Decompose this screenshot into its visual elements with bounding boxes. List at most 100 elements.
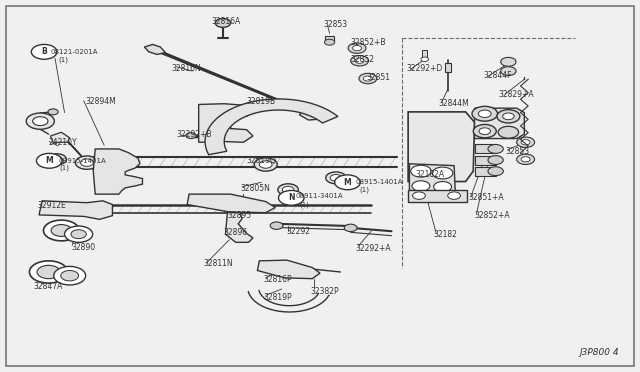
Polygon shape [51, 132, 70, 142]
Circle shape [270, 222, 283, 230]
Circle shape [330, 174, 342, 181]
Text: 32182A: 32182A [416, 170, 445, 179]
Circle shape [26, 113, 54, 129]
Text: 32819Q: 32819Q [246, 156, 276, 165]
Text: 32816N: 32816N [172, 64, 202, 73]
Polygon shape [408, 190, 467, 202]
Polygon shape [300, 108, 320, 120]
FancyBboxPatch shape [6, 6, 634, 366]
Circle shape [344, 224, 357, 232]
Text: (1): (1) [300, 201, 310, 208]
Circle shape [433, 167, 453, 179]
Text: 32844M: 32844M [438, 99, 469, 108]
Text: M: M [344, 178, 351, 187]
Text: 32852+B: 32852+B [351, 38, 386, 47]
Polygon shape [474, 155, 495, 164]
Circle shape [359, 73, 377, 84]
Text: 32844F: 32844F [483, 71, 512, 80]
Polygon shape [198, 104, 253, 142]
Circle shape [186, 133, 196, 138]
Circle shape [61, 270, 79, 281]
Circle shape [502, 113, 514, 120]
Circle shape [215, 19, 230, 28]
Circle shape [479, 128, 490, 135]
Text: 32851+A: 32851+A [468, 193, 504, 202]
Text: 32853: 32853 [505, 147, 529, 156]
Circle shape [434, 182, 452, 192]
Circle shape [48, 109, 58, 115]
Text: 32811N: 32811N [204, 259, 234, 268]
Circle shape [282, 186, 294, 193]
Text: 32805N: 32805N [240, 185, 270, 193]
Text: 32829+A: 32829+A [499, 90, 534, 99]
Circle shape [259, 161, 272, 168]
Circle shape [498, 126, 518, 138]
Text: 08915-1401A: 08915-1401A [355, 179, 403, 185]
Text: 32816P: 32816P [264, 275, 292, 284]
Circle shape [351, 55, 369, 66]
Text: 32853: 32853 [323, 20, 348, 29]
Text: (1): (1) [360, 186, 369, 193]
Text: 32851: 32851 [366, 73, 390, 82]
Polygon shape [325, 36, 334, 42]
Circle shape [500, 57, 516, 66]
Circle shape [521, 157, 530, 162]
Circle shape [278, 184, 298, 196]
Polygon shape [225, 213, 253, 242]
Circle shape [497, 110, 520, 123]
Circle shape [326, 172, 346, 184]
Text: 08911-3401A: 08911-3401A [296, 193, 343, 199]
Text: 32819P: 32819P [264, 294, 292, 302]
Polygon shape [93, 149, 143, 194]
Circle shape [29, 261, 68, 283]
Text: B: B [41, 47, 47, 56]
Polygon shape [187, 194, 275, 213]
Circle shape [81, 159, 93, 166]
Text: 32182: 32182 [434, 230, 458, 240]
Text: 32890: 32890 [71, 243, 95, 251]
Circle shape [413, 192, 426, 199]
Polygon shape [205, 99, 338, 155]
Circle shape [488, 144, 503, 153]
Circle shape [54, 266, 86, 285]
Circle shape [411, 165, 431, 177]
Polygon shape [410, 164, 456, 193]
Text: (1): (1) [58, 57, 68, 63]
Circle shape [364, 76, 372, 81]
Text: 32852+A: 32852+A [474, 211, 510, 220]
Circle shape [254, 158, 277, 171]
Circle shape [421, 57, 429, 61]
Text: 24210Y: 24210Y [49, 138, 77, 147]
Text: 32819B: 32819B [246, 97, 276, 106]
Bar [445, 62, 451, 72]
Text: (1): (1) [60, 165, 70, 171]
Text: 32292+B: 32292+B [176, 130, 212, 140]
Circle shape [516, 154, 534, 164]
Circle shape [51, 225, 72, 236]
Text: 32852: 32852 [351, 55, 374, 64]
Text: N: N [288, 193, 294, 202]
Circle shape [412, 181, 430, 191]
Text: 32896: 32896 [223, 228, 247, 237]
Text: 32912E: 32912E [38, 201, 67, 210]
Text: M: M [45, 156, 53, 165]
Text: 32816A: 32816A [211, 17, 241, 26]
Circle shape [278, 190, 304, 205]
Polygon shape [474, 167, 495, 176]
Circle shape [33, 117, 48, 126]
Text: 32847A: 32847A [34, 282, 63, 291]
Circle shape [31, 44, 57, 59]
Circle shape [36, 153, 62, 168]
Circle shape [76, 156, 99, 169]
Circle shape [71, 230, 86, 238]
Circle shape [448, 192, 461, 199]
Polygon shape [474, 144, 495, 153]
Circle shape [472, 106, 497, 121]
Text: 32894M: 32894M [85, 97, 116, 106]
Circle shape [65, 226, 93, 242]
Polygon shape [39, 201, 113, 219]
Circle shape [488, 155, 503, 164]
Text: 32292: 32292 [287, 227, 311, 236]
Circle shape [473, 125, 496, 138]
Circle shape [335, 175, 360, 190]
